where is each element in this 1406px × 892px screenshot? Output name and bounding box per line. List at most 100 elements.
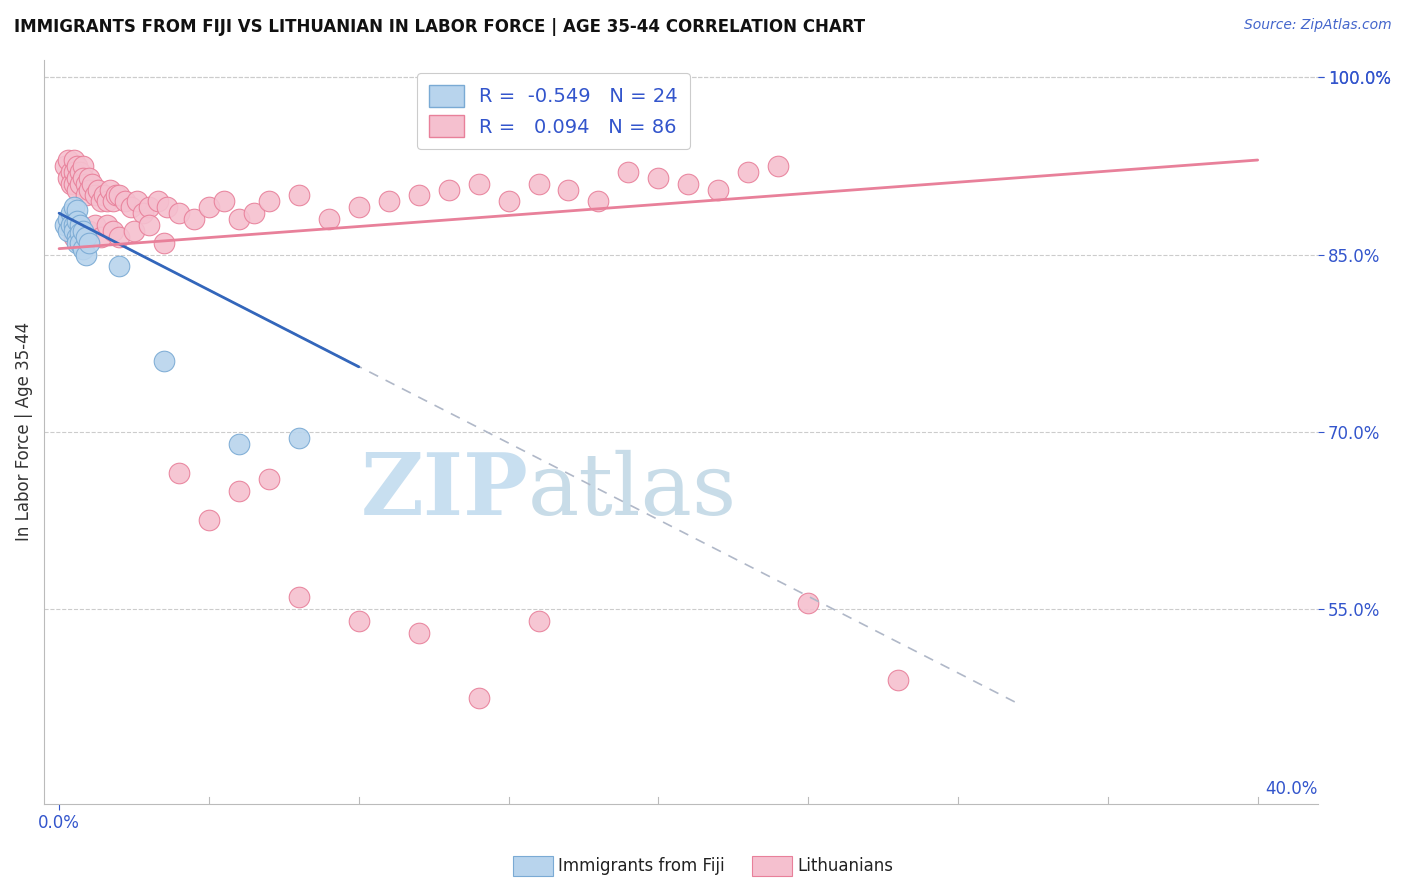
Point [56,170,79,185]
Point [183,212,205,227]
Point [75,247,97,261]
Point [617,165,640,179]
Point [347,614,370,628]
Point [138,200,160,214]
Point [198,200,221,214]
Point [114,194,136,209]
Point [132,206,155,220]
Point [80,177,103,191]
Point [66,202,89,217]
Point [167,206,190,220]
Point [56,224,79,238]
Point [408,188,430,202]
Point [377,194,399,209]
Point [72,227,94,241]
Point [120,200,142,214]
Point [707,183,730,197]
Point [156,200,179,214]
Point [60,177,83,191]
Point [53,218,76,232]
Point [63,165,86,179]
Point [96,194,118,209]
Point [257,472,280,486]
Point [69,177,91,191]
Point [66,159,89,173]
Point [153,235,176,250]
Point [63,200,86,214]
Point [588,194,610,209]
Text: Immigrants from Fiji: Immigrants from Fiji [558,857,725,875]
Point [75,188,97,202]
Point [101,194,124,209]
Point [87,183,110,197]
Point [63,230,86,244]
Text: IMMIGRANTS FROM FIJI VS LITHUANIAN IN LABOR FORCE | AGE 35-44 CORRELATION CHART: IMMIGRANTS FROM FIJI VS LITHUANIAN IN LA… [14,18,865,36]
Point [153,354,176,368]
Point [75,233,97,247]
Point [288,188,311,202]
Point [288,591,311,605]
Point [66,214,89,228]
Point [122,224,145,238]
Point [768,159,790,173]
Point [77,235,100,250]
Point [56,212,79,227]
Point [146,194,169,209]
Text: atlas: atlas [529,450,737,533]
Point [66,183,89,197]
Point [72,242,94,256]
Point [75,230,97,244]
Point [75,177,97,191]
Point [60,165,83,179]
Point [437,183,460,197]
Point [84,188,107,202]
Text: 40.0%: 40.0% [1265,780,1317,798]
Point [66,230,89,244]
Point [498,194,520,209]
Point [77,183,100,197]
Point [96,218,118,232]
Point [647,170,669,185]
Point [72,159,94,173]
Point [60,206,83,220]
Point [557,183,579,197]
Point [69,165,91,179]
Point [66,170,89,185]
Point [467,177,489,191]
Point [138,218,160,232]
Point [63,224,86,238]
Point [60,212,83,227]
Point [77,224,100,238]
Point [93,188,115,202]
Point [678,177,700,191]
Point [167,466,190,480]
Point [77,170,100,185]
Point [228,212,250,227]
Point [243,206,266,220]
Legend: R =  -0.549   N = 24, R =   0.094   N = 86: R = -0.549 N = 24, R = 0.094 N = 86 [418,73,690,149]
Point [69,218,91,232]
Point [108,260,131,274]
Point [887,673,910,687]
Point [101,224,124,238]
Point [198,513,221,527]
Point [69,227,91,241]
Text: Source: ZipAtlas.com: Source: ZipAtlas.com [1244,18,1392,32]
Point [60,218,83,232]
Point [69,235,91,250]
Point [105,188,128,202]
Point [72,224,94,238]
Point [66,235,89,250]
Point [108,230,131,244]
Point [408,625,430,640]
Point [72,170,94,185]
Point [467,690,489,705]
Point [108,188,131,202]
Point [53,159,76,173]
Point [527,614,550,628]
Point [527,177,550,191]
Point [257,194,280,209]
Y-axis label: In Labor Force | Age 35-44: In Labor Force | Age 35-44 [15,322,32,541]
Point [56,153,79,167]
Point [63,177,86,191]
